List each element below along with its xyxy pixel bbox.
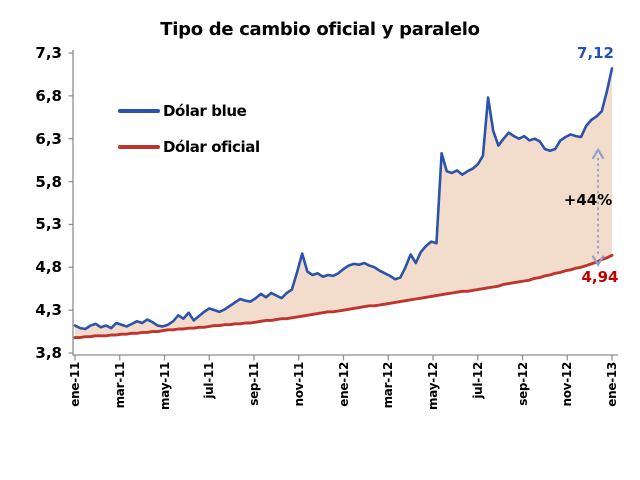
- x-axis-tick-label: may-11: [157, 362, 172, 410]
- y-axis-tick-label: 7,3: [35, 44, 62, 62]
- annotation-percent-gap: +44%: [563, 191, 613, 209]
- legend-swatch-dolar-oficial: [118, 145, 160, 149]
- legend: Dólar blue Dólar oficial: [118, 99, 260, 171]
- y-axis-tick-label: 4,3: [35, 301, 62, 320]
- y-axis-tick-label: 6,3: [35, 129, 62, 148]
- x-axis-tick-label: nov-12: [560, 362, 575, 407]
- y-axis-tick-label: 6,8: [35, 86, 62, 105]
- annotation-blue-final-value: 7,12: [576, 44, 614, 62]
- legend-entry-dolar-oficial: Dólar oficial: [118, 135, 260, 159]
- legend-label-dolar-blue: Dólar blue: [163, 102, 247, 120]
- x-axis-tick-label: nov-11: [291, 362, 306, 407]
- annotation-red-final-value: 4,94: [581, 268, 619, 286]
- x-axis-tick-label: may-12: [426, 362, 440, 410]
- x-axis-tick-label: ene-11: [68, 362, 82, 407]
- x-axis-tick-label: sep-12: [515, 362, 530, 406]
- y-axis-tick-label: 4,8: [35, 258, 62, 277]
- legend-entry-dolar-blue: Dólar blue: [118, 99, 260, 123]
- x-axis-tick-label: jul-11: [202, 362, 217, 399]
- x-axis-tick-label: ene-12: [336, 362, 351, 407]
- x-axis-tick-label: mar-12: [381, 362, 396, 409]
- chart-title: Tipo de cambio oficial y paralelo: [160, 19, 480, 40]
- y-axis-tick-label: 3,8: [35, 344, 62, 362]
- legend-swatch-dolar-blue: [118, 109, 160, 113]
- x-axis-tick-label: mar-11: [112, 362, 127, 409]
- y-axis-tick-label: 5,8: [35, 172, 62, 191]
- x-axis-tick-label: sep-11: [247, 362, 261, 406]
- x-axis-tick-label: jul-12: [470, 362, 485, 399]
- y-axis-tick-label: 5,3: [35, 215, 62, 234]
- legend-label-dolar-oficial: Dólar oficial: [163, 138, 260, 156]
- x-axis-tick-label: ene-13: [605, 362, 619, 407]
